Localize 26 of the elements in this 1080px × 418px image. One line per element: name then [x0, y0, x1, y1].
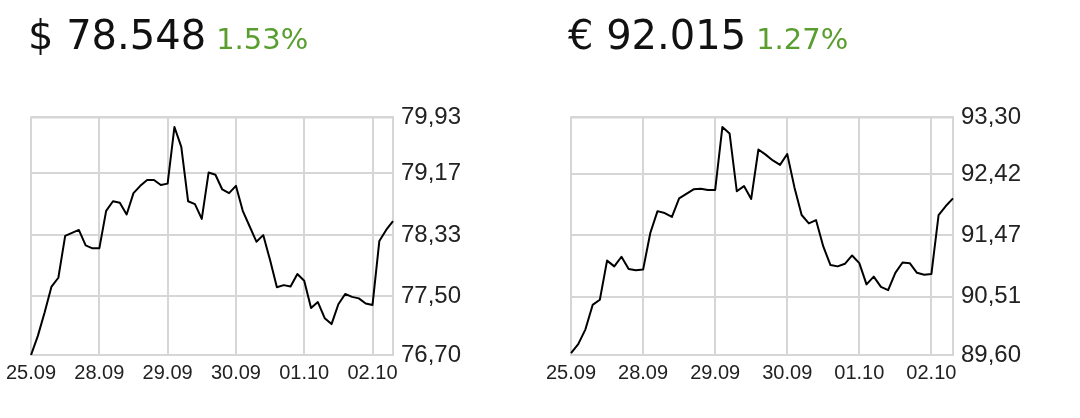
x-tick-label: 01.10	[279, 360, 330, 383]
x-tick-label: 30.09	[210, 360, 261, 383]
y-tick-label: 79,93	[401, 102, 462, 130]
y-tick-label: 77,50	[401, 280, 462, 308]
y-tick-label: 91,47	[961, 219, 1022, 247]
chart-subtitle: 1.27%	[756, 22, 849, 56]
y-tick-label: 89,60	[961, 339, 1022, 367]
y-tick-label: 92,42	[961, 158, 1022, 186]
x-tick-label: 29.09	[142, 360, 193, 383]
chart-subtitle: 1.53%	[216, 22, 309, 56]
x-tick-label: 28.09	[618, 360, 669, 383]
y-tick-label: 79,17	[401, 157, 462, 185]
y-tick-label: 93,30	[961, 102, 1022, 130]
x-tick-label: 01.10	[834, 360, 885, 383]
x-tick-label: 30.09	[762, 360, 813, 383]
x-tick-label: 02.10	[906, 360, 957, 383]
x-tick-label: 28.09	[74, 360, 125, 383]
x-tick-label: 25.09	[545, 360, 597, 383]
y-tick-label: 76,70	[401, 339, 462, 367]
chart-title: € 92.015	[568, 12, 747, 58]
y-tick-label: 90,51	[961, 281, 1022, 309]
x-tick-label: 29.09	[690, 360, 741, 383]
chart-title: $ 78.548	[28, 12, 207, 58]
x-tick-label: 25.09	[5, 360, 57, 383]
x-tick-label: 02.10	[347, 360, 398, 383]
y-tick-label: 78,33	[401, 219, 462, 247]
